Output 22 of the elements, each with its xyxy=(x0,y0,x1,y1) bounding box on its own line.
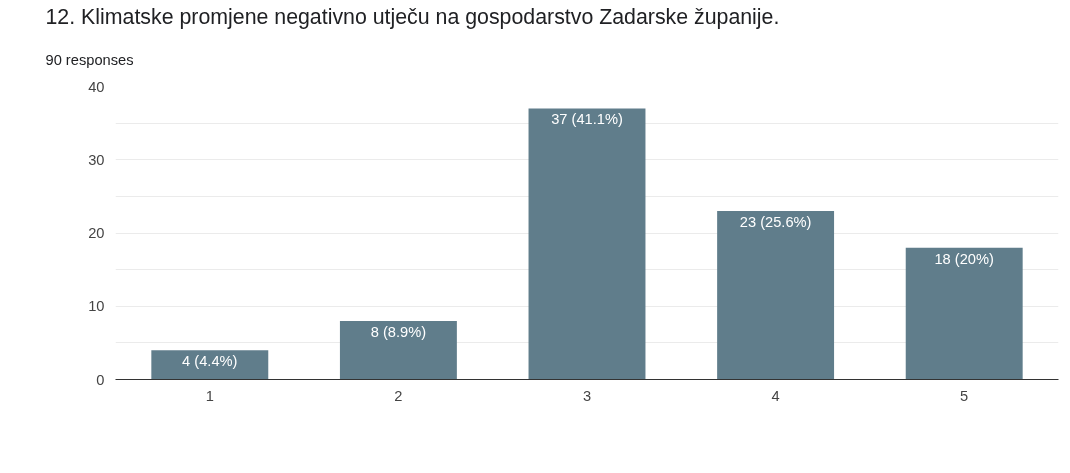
y-tick-label: 30 xyxy=(88,151,105,168)
bar xyxy=(151,350,269,380)
x-tick-label: 5 xyxy=(960,387,969,404)
y-tick-label: 0 xyxy=(96,371,105,388)
bar xyxy=(528,108,646,380)
chart-subtitle: 90 responses xyxy=(45,51,134,68)
y-tick-label: 20 xyxy=(88,225,105,241)
data-label: 18 (20%) xyxy=(934,250,994,267)
y-tick-label: 40 xyxy=(88,78,105,95)
bar xyxy=(905,247,1023,380)
x-tick-label: 1 xyxy=(205,387,214,404)
bar xyxy=(717,211,835,380)
data-label: 8 (8.9%) xyxy=(370,323,427,340)
data-label: 4 (4.4%) xyxy=(182,353,238,370)
x-tick-label: 4 xyxy=(771,387,780,404)
bar xyxy=(339,320,457,380)
chart-title: 12. Klimatske promjene negativno utječu na gospodarstvo Zadarske županije. xyxy=(45,4,780,29)
data-label: 37 (41.1%) xyxy=(551,111,623,128)
x-tick-label: 3 xyxy=(582,387,592,404)
data-label: 23 (25.6%) xyxy=(739,214,812,231)
y-tick-label: 10 xyxy=(88,298,105,315)
x-tick-label: 2 xyxy=(394,387,403,404)
